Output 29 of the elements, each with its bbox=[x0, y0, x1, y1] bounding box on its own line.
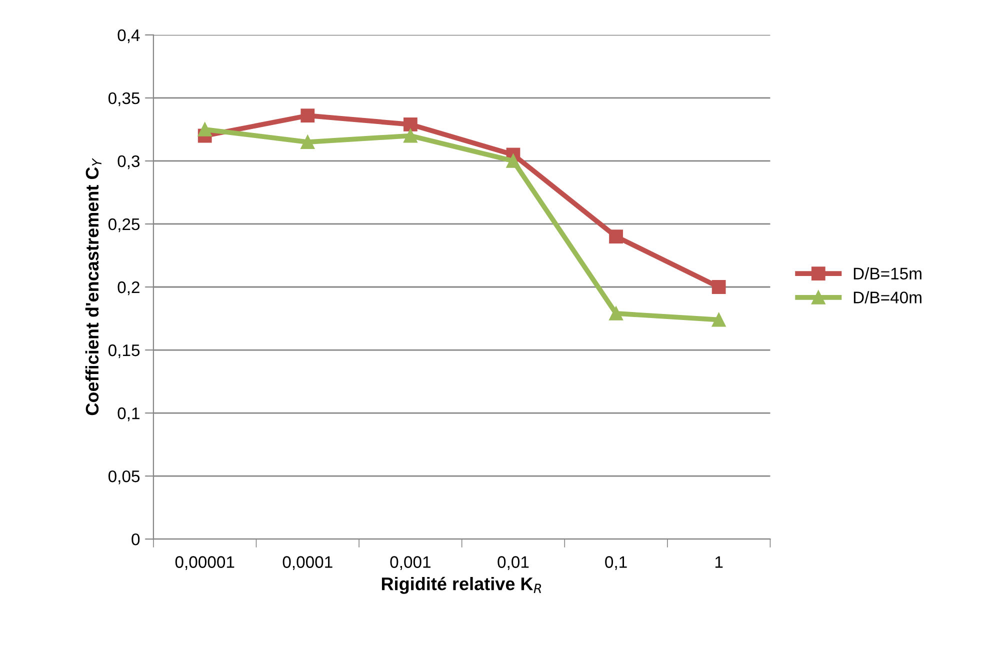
y-tick-label: 0,1 bbox=[118, 407, 140, 422]
legend-label: D/B=15m bbox=[854, 267, 922, 280]
y-tick-label: 0,25 bbox=[108, 218, 140, 232]
y-tick-label: 0,3 bbox=[118, 155, 140, 170]
x-tick-label: 0,1 bbox=[605, 556, 627, 570]
y-tick-label: 0,4 bbox=[118, 29, 140, 44]
x-axis-title: Rigidité relative K$_{R}$ bbox=[382, 576, 542, 594]
point bbox=[712, 312, 726, 327]
y-tick-label: 0,35 bbox=[108, 92, 140, 106]
y-tick-label: 0,05 bbox=[108, 470, 140, 484]
point bbox=[403, 117, 418, 132]
point bbox=[712, 280, 726, 294]
point bbox=[609, 230, 623, 244]
y-axis-title: Coefficient d'encastrement C$_{Y}$ bbox=[85, 158, 102, 416]
legend-label: D/B=40m bbox=[854, 291, 922, 304]
y-tick-label: 0,15 bbox=[108, 344, 140, 358]
x-tick-label: 0,0001 bbox=[282, 556, 332, 570]
x-tick-label: 0,01 bbox=[498, 556, 529, 570]
point bbox=[609, 306, 623, 320]
x-tick-label: 1 bbox=[715, 556, 723, 568]
y-tick-label: 0,2 bbox=[118, 281, 140, 296]
y-tick-label: 0 bbox=[132, 533, 140, 546]
point bbox=[300, 108, 315, 123]
point bbox=[403, 128, 418, 143]
point bbox=[300, 135, 315, 149]
point bbox=[198, 122, 212, 136]
point bbox=[506, 154, 520, 168]
x-tick-label: 0,001 bbox=[390, 556, 430, 570]
x-tick-label: 0,00001 bbox=[175, 556, 234, 570]
